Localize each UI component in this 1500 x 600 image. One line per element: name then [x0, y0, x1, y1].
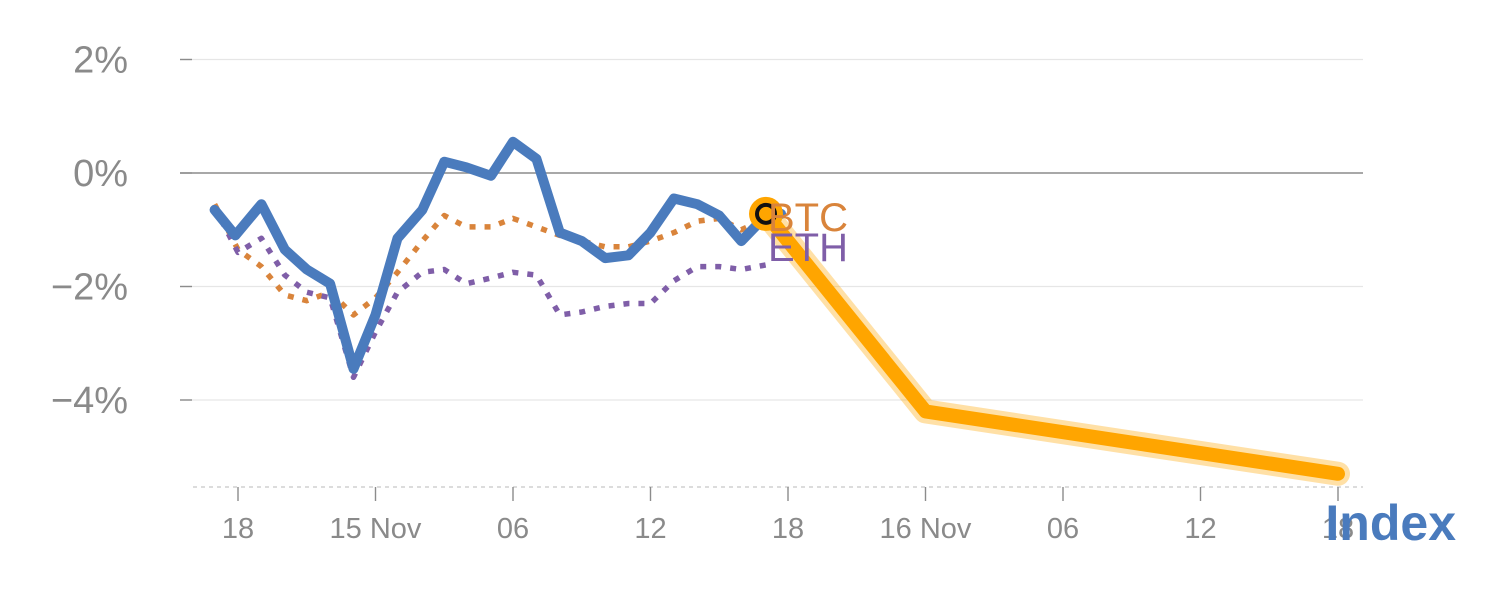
- grid-lines: [180, 58, 1363, 401]
- x-axis: 18 15 Nov 06 12 18 16 Nov 06 12 18: [193, 486, 1363, 545]
- end-point-core: [755, 202, 777, 225]
- x-tick-label: 12: [1184, 513, 1216, 545]
- y-axis: 2% 0% −2% −4%: [51, 40, 192, 422]
- x-tick-label: 12: [634, 513, 666, 545]
- series-line-index: [209, 136, 787, 374]
- end-point-marker: [749, 196, 783, 231]
- y-tick-label: 2%: [73, 40, 128, 82]
- x-tick-label: 18: [772, 513, 804, 545]
- y-tick-label: −4%: [51, 380, 128, 422]
- series-line-btc: [212, 202, 768, 318]
- index-corner-label: Index: [1325, 495, 1456, 551]
- x-tick-label: 06: [1047, 513, 1079, 545]
- highlight-line: [759, 206, 1345, 481]
- x-tick-label: 18: [1322, 513, 1354, 545]
- x-tick-label: 06: [497, 513, 529, 545]
- marker-layer: [749, 196, 783, 231]
- y-tick-label: −2%: [51, 267, 128, 309]
- end-label-btc: BTC: [768, 196, 848, 240]
- highlight-layer: [754, 201, 1350, 486]
- x-tick-label: 18: [222, 513, 254, 545]
- series-layer: [209, 136, 787, 381]
- x-tick-label: 16 Nov: [880, 513, 972, 545]
- series-line-eth: [212, 205, 767, 381]
- end-label-eth: ETH: [768, 226, 848, 270]
- y-tick-label: 0%: [73, 153, 128, 195]
- x-tick-label: 15 Nov: [330, 513, 422, 545]
